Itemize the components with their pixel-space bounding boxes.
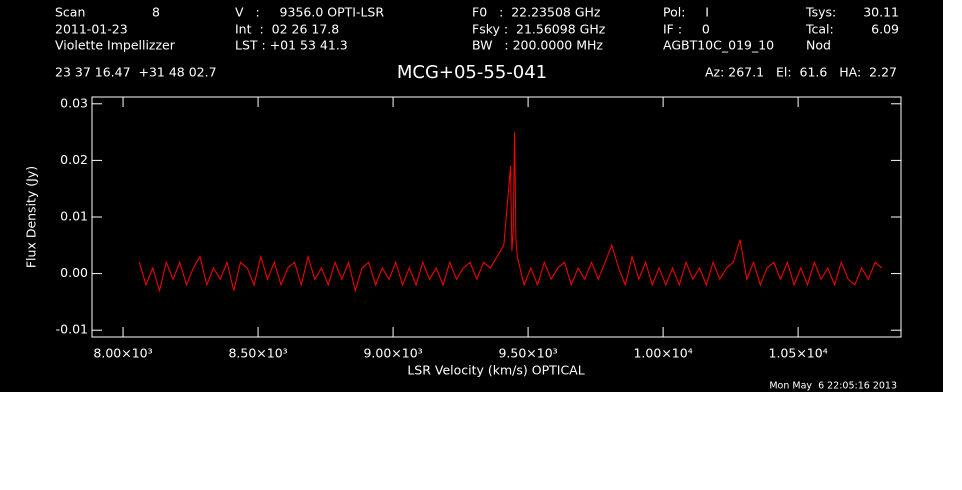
header-text: Violette Impellizzer (55, 38, 176, 53)
chart-title: MCG+05-55-041 (397, 62, 547, 83)
header-text: 6.09 (871, 22, 899, 37)
header-text: 2011-01-23 (55, 22, 128, 37)
y-tick-label: -0.01 (56, 322, 88, 337)
x-tick-label: 1.05×10⁴ (769, 346, 828, 361)
x-tick-label: 9.50×10³ (498, 346, 557, 361)
header-text: V : 9356.0 OPTI-LSR (235, 5, 384, 20)
header-text: 8 (152, 5, 160, 20)
header-text: Az: 267.1 El: 61.6 HA: 2.27 (705, 65, 897, 80)
header-text: IF : 0 (663, 22, 710, 37)
header-text: 30.11 (863, 5, 899, 20)
header-text: Tsys: (805, 5, 836, 20)
header-text: 23 37 16.47 +31 48 02.7 (55, 65, 217, 80)
header-text: Pol: I (663, 5, 709, 20)
header-text: Nod (806, 38, 831, 53)
y-tick-label: 0.01 (60, 209, 88, 224)
y-axis-label: Flux Density (Jy) (24, 166, 39, 268)
header-text: Scan (55, 5, 85, 20)
y-tick-label: 0.03 (60, 95, 88, 110)
header-text: Int : 02 26 17.8 (235, 22, 339, 37)
x-tick-label: 9.00×10³ (363, 346, 422, 361)
x-tick-label: 8.00×10³ (93, 346, 152, 361)
footer-timestamp: Mon May 6 22:05:16 2013 (769, 381, 897, 392)
plot-background (0, 0, 943, 392)
x-tick-label: 1.00×10⁴ (633, 346, 692, 361)
y-tick-label: 0.02 (60, 152, 88, 167)
header-text: AGBT10C_019_10 (663, 38, 774, 53)
header-text: F0 : 22.23508 GHz (472, 5, 601, 20)
header-text: Tcal: (805, 22, 834, 37)
y-tick-label: 0.00 (60, 265, 88, 280)
header-text: LST : +01 53 41.3 (235, 38, 348, 53)
x-axis-label: LSR Velocity (km/s) OPTICAL (407, 363, 584, 378)
x-tick-label: 8.50×10³ (228, 346, 287, 361)
header-text: Fsky : 21.56098 GHz (472, 22, 606, 37)
spectrum-line (138, 132, 883, 293)
header-text: BW : 200.0000 MHz (472, 38, 603, 53)
